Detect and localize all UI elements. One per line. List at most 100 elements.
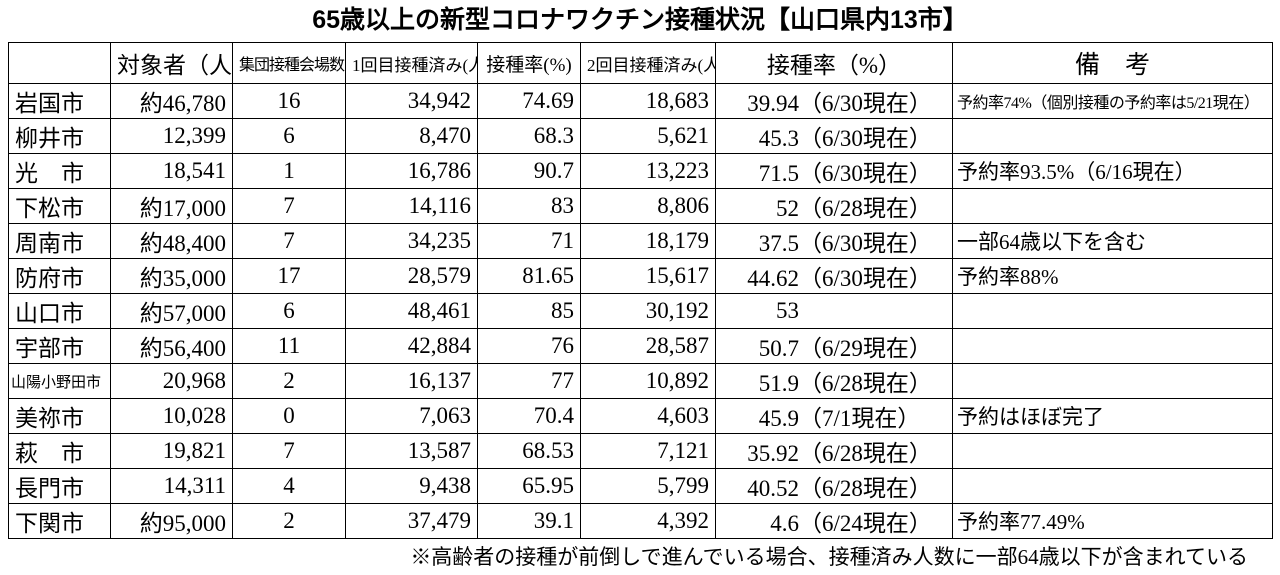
rate1-cell: 76 xyxy=(477,328,581,364)
remarks-cell: 予約はほぼ完了 xyxy=(952,398,1273,434)
first-dose-cell: 34,235 xyxy=(345,223,478,259)
footnote: ※高齢者の接種が前倒しで進んでいる場合、接種済み人数に一部64歳以下が含まれてい… xyxy=(410,545,1248,569)
rate2-cell: 50.7（6/29現在） xyxy=(715,328,953,364)
target-cell: 約46,780 xyxy=(110,83,233,119)
rate2-note: （6/28現在） xyxy=(799,441,932,466)
target-cell: 約35,000 xyxy=(110,258,233,294)
table-row: 山陽小野田市 20,968 2 16,137 77 10,892 51.9（6/28現在） xyxy=(8,363,1273,399)
header-cell: 接種率(%) xyxy=(477,42,581,84)
rate1-cell: 83 xyxy=(477,188,581,224)
remarks-cell xyxy=(952,293,1273,329)
table-row: 光 市 18,541 1 16,786 90.7 13,223 71.5（6/30現在） 予約… xyxy=(8,153,1273,189)
rate1-cell: 74.69 xyxy=(477,83,581,119)
city-cell: 柳井市 xyxy=(8,118,111,154)
rate1-cell: 68.53 xyxy=(477,433,581,469)
rate2-value: 44.62 xyxy=(747,266,799,291)
rate2-cell: 35.92（6/28現在） xyxy=(715,433,953,469)
rate2-note: （6/28現在） xyxy=(799,371,932,396)
second-dose-cell: 4,603 xyxy=(580,398,716,434)
table-row: 柳井市 12,399 6 8,470 68.3 5,621 45.3（6/30現在） xyxy=(8,118,1273,154)
target-cell: 10,028 xyxy=(110,398,233,434)
sites-cell: 7 xyxy=(232,223,346,259)
rate2-note: （6/30現在） xyxy=(799,231,932,256)
header-cell: 1回目接種済み(人) xyxy=(345,42,478,84)
second-dose-cell: 10,892 xyxy=(580,363,716,399)
first-dose-cell: 28,579 xyxy=(345,258,478,294)
remarks-cell: 予約率74%（個別接種の予約率は5/21現在） xyxy=(952,83,1273,119)
rate2-note: （6/30現在） xyxy=(799,126,932,151)
first-dose-cell: 37,479 xyxy=(345,503,478,539)
header-cell: 2回目接種済み(人) xyxy=(580,42,716,84)
remarks-cell xyxy=(952,433,1273,469)
table-row: 長門市 14,311 4 9,438 65.95 5,799 40.52（6/28現在） xyxy=(8,468,1273,504)
city-cell: 岩国市 xyxy=(8,83,111,119)
rate2-note: （6/24現在） xyxy=(799,511,932,536)
table-row: 下関市 約95,000 2 37,479 39.1 4,392 4.6（6/24現在） 予約率… xyxy=(8,503,1273,539)
rate1-cell: 81.65 xyxy=(477,258,581,294)
rate1-cell: 77 xyxy=(477,363,581,399)
second-dose-cell: 13,223 xyxy=(580,153,716,189)
rate2-note: （6/28現在） xyxy=(799,476,932,501)
rate2-cell: 51.9（6/28現在） xyxy=(715,363,953,399)
city-cell: 萩 市 xyxy=(8,433,111,469)
first-dose-cell: 16,137 xyxy=(345,363,478,399)
city-cell: 光 市 xyxy=(8,153,111,189)
first-dose-cell: 34,942 xyxy=(345,83,478,119)
rate2-value: 4.6 xyxy=(770,511,799,536)
header-cell xyxy=(8,42,111,84)
city-cell: 美祢市 xyxy=(8,398,111,434)
rate2-value: 45.9 xyxy=(758,406,799,431)
title: 65歳以上の新型コロナワクチン接種状況【山口県内13市】 xyxy=(312,6,968,34)
first-dose-cell: 16,786 xyxy=(345,153,478,189)
rate2-note: （7/1現在） xyxy=(799,406,921,431)
remarks-cell: 予約率93.5%（6/16現在） xyxy=(952,153,1273,189)
sites-cell: 16 xyxy=(232,83,346,119)
header-cell: 対象者（人） xyxy=(110,42,233,84)
city-cell: 下関市 xyxy=(8,503,111,539)
rate2-value: 35.92 xyxy=(747,441,799,466)
remarks-cell xyxy=(952,118,1273,154)
table: 対象者（人）集団接種会場数1回目接種済み(人)接種率(%)2回目接種済み(人)接… xyxy=(8,42,1273,539)
rate1-cell: 90.7 xyxy=(477,153,581,189)
city-cell: 山口市 xyxy=(8,293,111,329)
sites-cell: 11 xyxy=(232,328,346,364)
first-dose-cell: 48,461 xyxy=(345,293,478,329)
rate1-cell: 68.3 xyxy=(477,118,581,154)
target-cell: 約95,000 xyxy=(110,503,233,539)
rate1-cell: 70.4 xyxy=(477,398,581,434)
target-cell: 約57,000 xyxy=(110,293,233,329)
city-cell: 長門市 xyxy=(8,468,111,504)
remarks-cell xyxy=(952,468,1273,504)
second-dose-cell: 18,179 xyxy=(580,223,716,259)
rate2-value: 37.5 xyxy=(758,231,799,256)
header-cell: 備 考 xyxy=(952,42,1273,84)
rate2-value: 52 xyxy=(776,196,799,221)
rate2-value: 45.3 xyxy=(758,126,799,151)
rate2-cell: 45.3（6/30現在） xyxy=(715,118,953,154)
sites-cell: 6 xyxy=(232,293,346,329)
rate2-cell: 71.5（6/30現在） xyxy=(715,153,953,189)
rate2-cell: 4.6（6/24現在） xyxy=(715,503,953,539)
rate2-note: （6/30現在） xyxy=(799,266,932,291)
sites-cell: 2 xyxy=(232,363,346,399)
table-row: 萩 市 19,821 7 13,587 68.53 7,121 35.92（6/28現在） xyxy=(8,433,1273,469)
rate2-value: 51.9 xyxy=(758,371,799,396)
second-dose-cell: 18,683 xyxy=(580,83,716,119)
remarks-cell xyxy=(952,328,1273,364)
target-cell: 12,399 xyxy=(110,118,233,154)
header-cell: 接種率（%） xyxy=(715,42,953,84)
table-row: 防府市 約35,000 17 28,579 81.65 15,617 44.62（6/30現… xyxy=(8,258,1273,294)
rate2-cell: 39.94（6/30現在） xyxy=(715,83,953,119)
sites-cell: 7 xyxy=(232,433,346,469)
city-cell: 防府市 xyxy=(8,258,111,294)
remarks-cell: 予約率88% xyxy=(952,258,1273,294)
rate2-cell: 40.52（6/28現在） xyxy=(715,468,953,504)
table-row: 岩国市 約46,780 16 34,942 74.69 18,683 39.94（6/30現… xyxy=(8,83,1273,119)
rate2-cell: 44.62（6/30現在） xyxy=(715,258,953,294)
sites-cell: 0 xyxy=(232,398,346,434)
sites-cell: 2 xyxy=(232,503,346,539)
table-body: 岩国市 約46,780 16 34,942 74.69 18,683 39.94（6/30現… xyxy=(8,83,1273,539)
rate2-value: 53 xyxy=(776,298,799,323)
target-cell: 約48,400 xyxy=(110,223,233,259)
rate2-value: 50.7 xyxy=(758,336,799,361)
